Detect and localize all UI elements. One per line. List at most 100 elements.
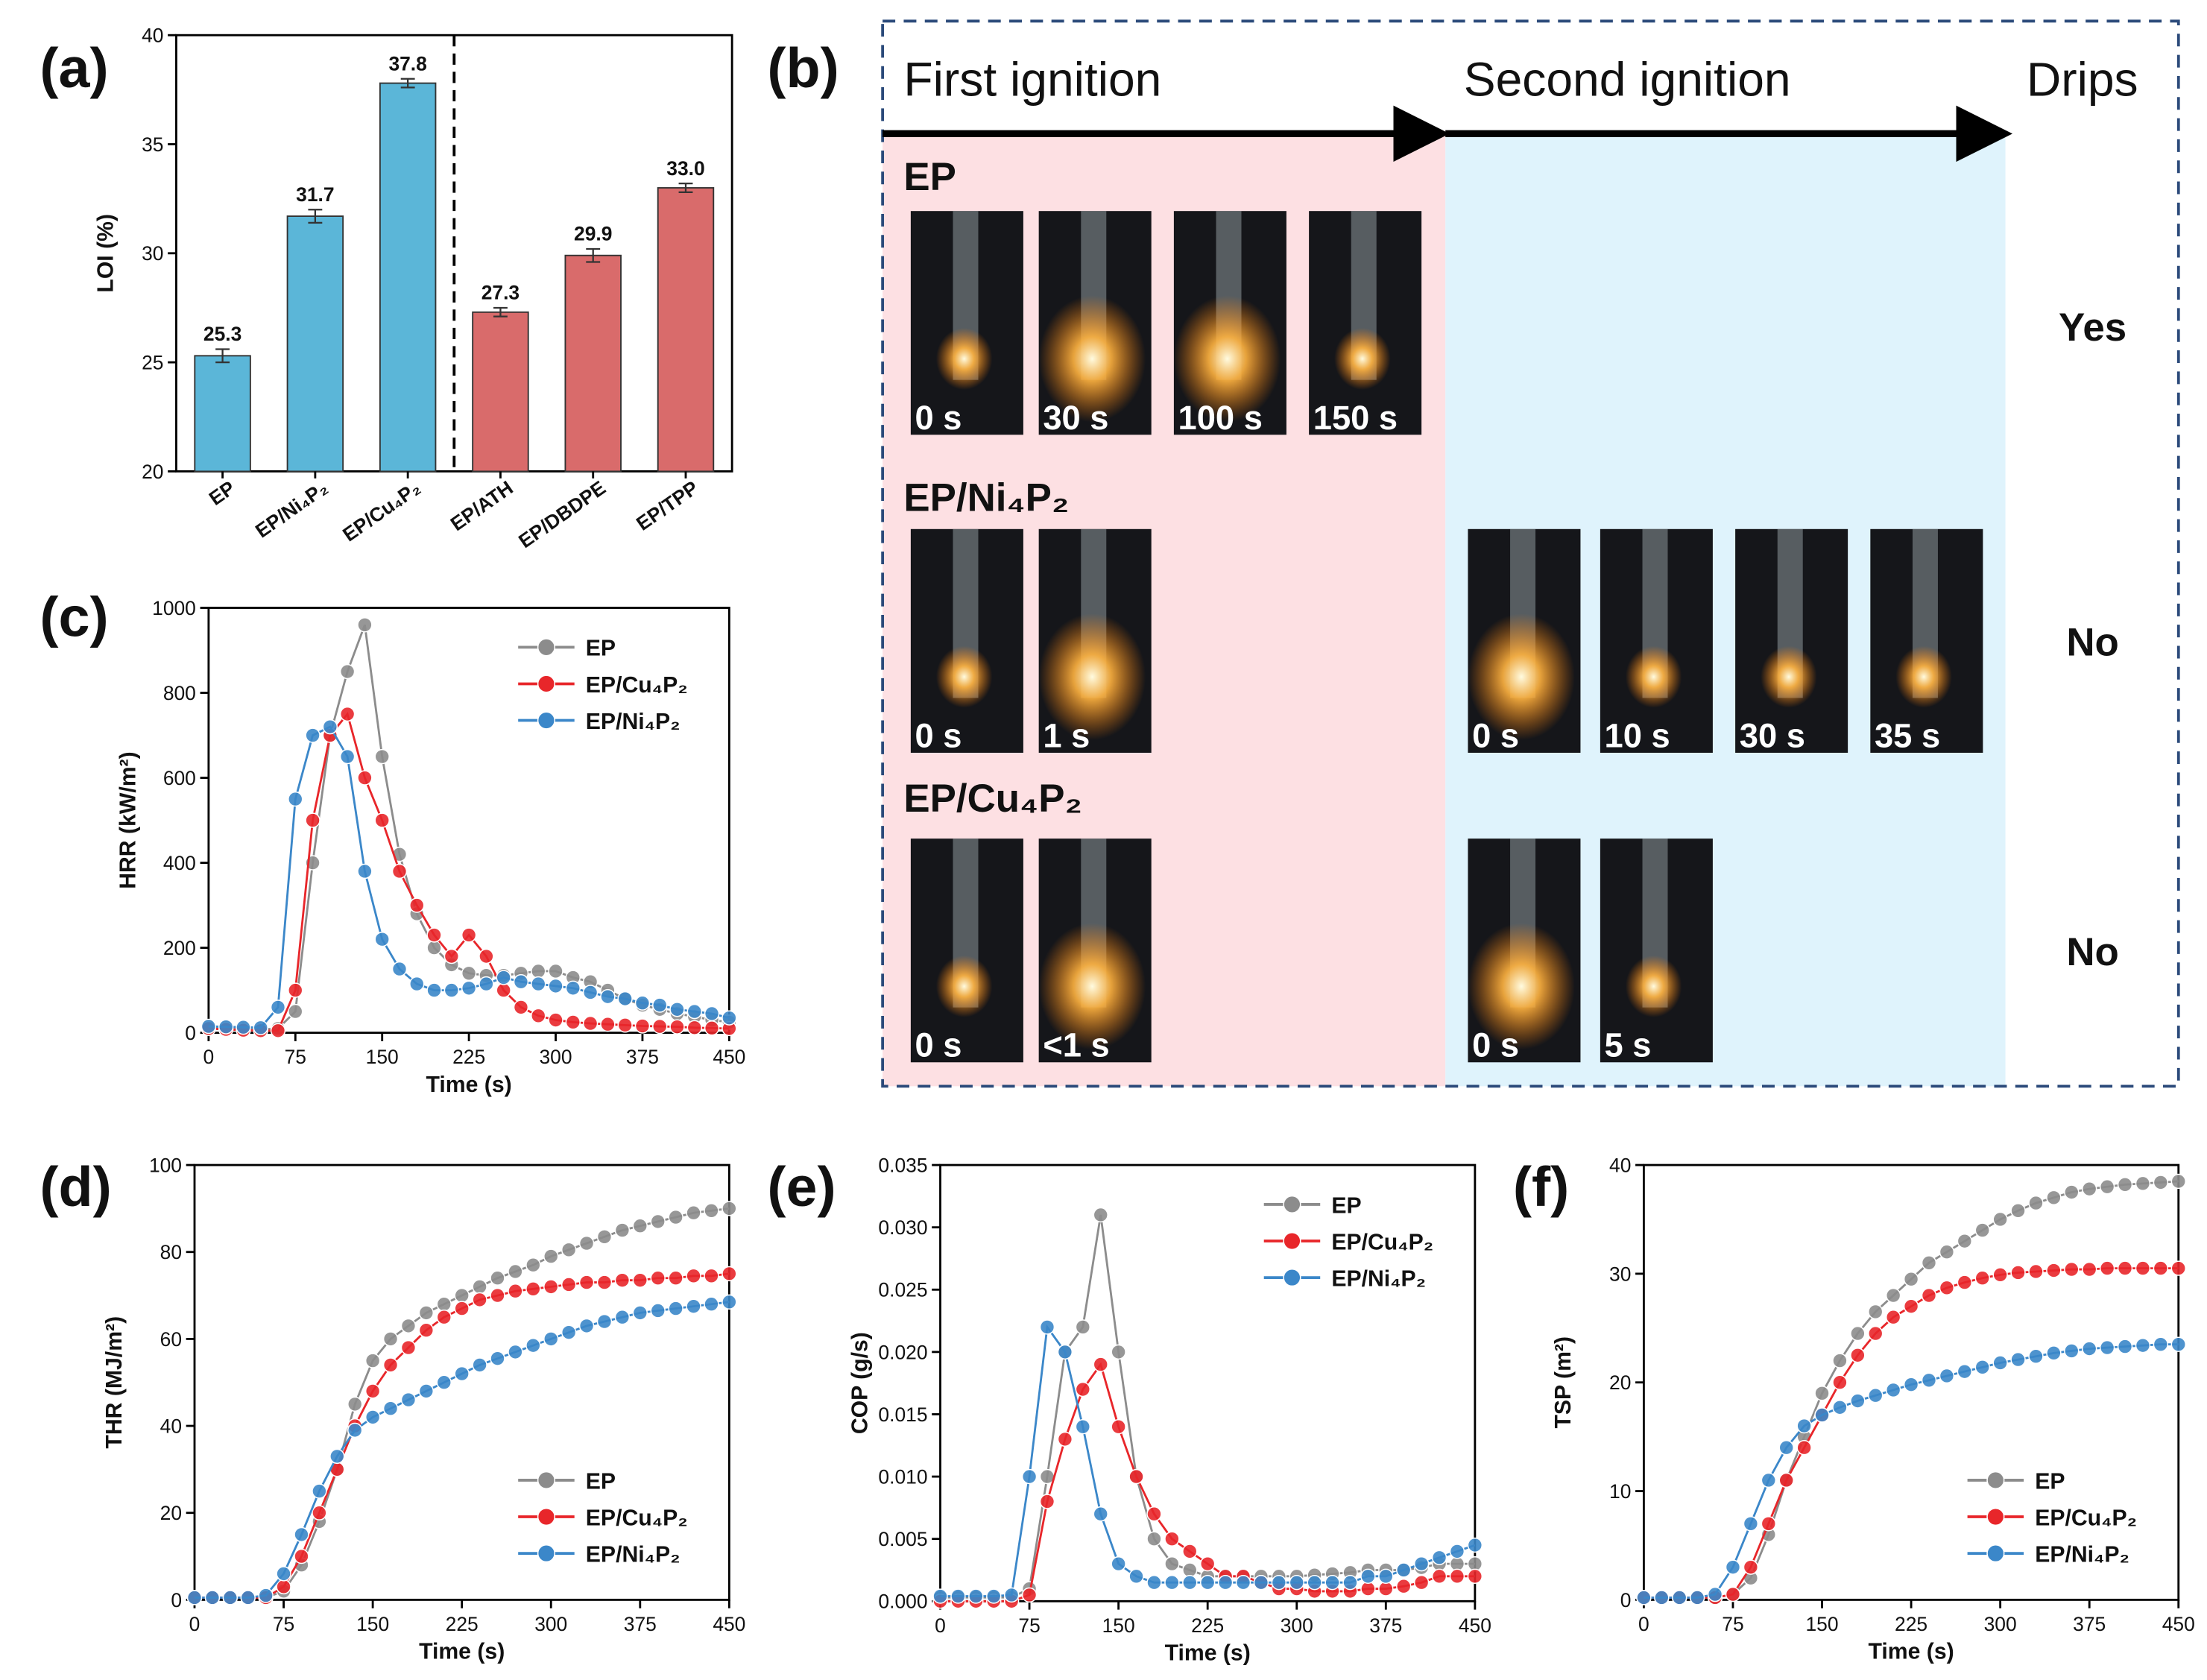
data-point	[2153, 1175, 2167, 1190]
series-line	[941, 1327, 1475, 1596]
data-point	[1343, 1576, 1357, 1590]
data-point	[566, 1015, 580, 1029]
data-point	[1076, 1383, 1090, 1397]
flame	[1626, 645, 1682, 707]
data-point	[496, 970, 511, 985]
data-point	[1904, 1272, 1919, 1286]
x-tick-label: 150	[356, 1613, 389, 1635]
y-axis-label: TSP (m²)	[1551, 1336, 1576, 1429]
value-label: 31.7	[296, 183, 334, 206]
data-point	[1957, 1365, 1971, 1379]
data-point	[651, 1304, 665, 1318]
data-point	[1450, 1544, 1465, 1559]
flame	[936, 328, 993, 390]
data-point	[277, 1567, 291, 1581]
data-point	[584, 985, 598, 1000]
data-point	[1165, 1557, 1179, 1571]
y-tick-label: 25	[142, 352, 163, 374]
data-point	[1379, 1569, 1393, 1583]
data-point	[366, 1354, 380, 1368]
data-point	[323, 720, 337, 734]
y-tick-label: 35	[142, 133, 163, 156]
y-tick-label: 40	[160, 1415, 182, 1438]
data-point	[1815, 1408, 1829, 1422]
legend-label: EP/Ni₄P₂	[586, 710, 681, 734]
data-point	[933, 1589, 947, 1603]
data-point	[1939, 1280, 1954, 1295]
data-point	[1851, 1348, 1865, 1362]
data-point	[1957, 1234, 1971, 1248]
y-tick-label: 200	[163, 937, 196, 959]
data-point	[306, 728, 320, 742]
time-caption: 30 s	[1043, 399, 1108, 437]
y-tick-label: 30	[1609, 1263, 1631, 1285]
data-point	[306, 813, 320, 827]
data-point	[2118, 1261, 2132, 1275]
data-point	[1957, 1275, 1971, 1289]
panel-label: (b)	[767, 37, 839, 100]
legend-label: EP	[2035, 1469, 2065, 1494]
data-point	[2135, 1261, 2150, 1275]
data-point	[277, 1579, 291, 1594]
data-point	[479, 950, 493, 964]
data-point	[1833, 1400, 1847, 1415]
data-point	[188, 1591, 202, 1605]
data-point	[686, 1299, 701, 1313]
data-point	[1165, 1576, 1179, 1590]
data-point	[288, 792, 303, 806]
legend-label: EP	[586, 1469, 616, 1494]
data-point	[1111, 1420, 1125, 1434]
data-point	[1201, 1557, 1215, 1571]
legend-marker	[538, 712, 555, 729]
column-header: Drips	[2027, 52, 2138, 106]
data-point	[358, 865, 372, 879]
data-point	[496, 983, 511, 997]
data-point	[1041, 1320, 1055, 1334]
data-point	[508, 1284, 522, 1298]
data-point	[1254, 1576, 1268, 1590]
data-point	[1289, 1576, 1304, 1590]
y-axis-label: THR (MJ/m²)	[102, 1316, 127, 1449]
y-tick-label: 0.025	[878, 1279, 927, 1301]
data-point	[410, 977, 424, 991]
bar	[195, 356, 250, 471]
data-point	[531, 1008, 546, 1023]
x-tick-label: 0	[1638, 1613, 1649, 1635]
data-point	[253, 1020, 268, 1035]
data-point	[1023, 1470, 1037, 1484]
data-point	[312, 1484, 326, 1498]
data-point	[987, 1589, 1001, 1603]
panel-label: (a)	[40, 37, 108, 100]
data-point	[562, 1325, 576, 1339]
data-point	[598, 1315, 612, 1329]
data-point	[1922, 1289, 1936, 1303]
data-point	[1922, 1373, 1936, 1387]
data-point	[1726, 1588, 1740, 1602]
data-point	[544, 1280, 558, 1294]
data-point	[419, 1306, 433, 1320]
y-tick-label: 100	[149, 1155, 182, 1177]
data-point	[384, 1358, 398, 1372]
data-point	[366, 1410, 380, 1424]
x-tick-label: 375	[624, 1613, 657, 1635]
x-tick-label: 300	[534, 1613, 567, 1635]
data-point	[393, 962, 407, 976]
panel-label: (d)	[40, 1156, 111, 1219]
value-label: 25.3	[203, 323, 241, 345]
data-point	[580, 1237, 594, 1251]
data-point	[615, 1310, 629, 1324]
row-title: EP/Ni₄P₂	[903, 476, 1069, 520]
x-tick-label: EP/Cu₄P₂	[338, 476, 424, 546]
data-point	[455, 1301, 469, 1316]
value-label: 29.9	[574, 223, 612, 245]
data-point	[1147, 1576, 1161, 1590]
data-point	[615, 1223, 629, 1237]
data-point	[1761, 1517, 1775, 1531]
data-point	[526, 1339, 540, 1353]
drips-answer: No	[2066, 621, 2118, 665]
x-axis-label: Time (s)	[426, 1073, 512, 1097]
x-axis-label: Time (s)	[419, 1640, 505, 1664]
flame	[936, 956, 993, 1017]
data-point	[402, 1341, 416, 1355]
data-point	[1637, 1591, 1651, 1605]
